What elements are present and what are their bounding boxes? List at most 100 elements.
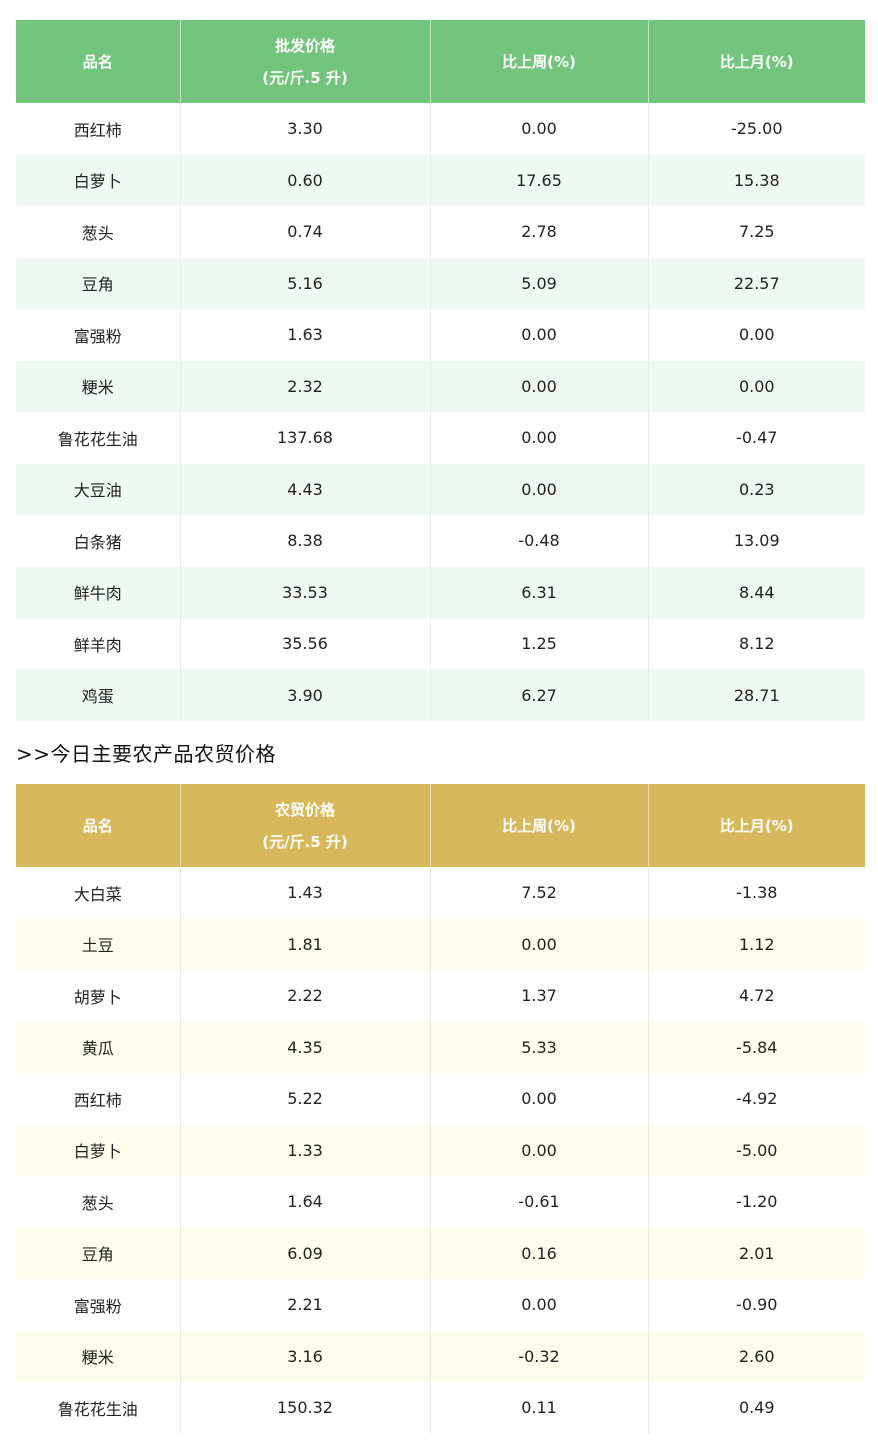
header-week-change: 比上周(%): [429, 784, 648, 867]
cell-month-change: 1.12: [647, 918, 865, 970]
cell-price: 1.63: [179, 309, 430, 361]
cell-month-change: -0.90: [647, 1279, 865, 1331]
cell-week-change: 0.00: [429, 463, 648, 515]
cell-week-change: 0.00: [429, 1279, 648, 1331]
cell-price: 8.38: [179, 515, 430, 567]
cell-month-change: -25.00: [647, 103, 865, 155]
cell-product-name: 白萝卜: [16, 1124, 180, 1176]
header-price-unit: (元/斤.5 升): [262, 832, 348, 851]
cell-month-change: -4.92: [647, 1073, 865, 1125]
table-row: 西红柿 3.30 0.00 -25.00: [16, 103, 865, 155]
cell-product-name: 葱头: [81, 223, 114, 243]
cell-month-change: 0.00: [647, 360, 865, 412]
cell-product-name: 白萝卜: [16, 154, 180, 206]
cell-week-change: 1.25: [429, 618, 648, 670]
retail-price-table: 品名 农贸价格 (元/斤.5 升) 比上周(%) 比上月(%) 大白菜 1.43 7…: [16, 784, 865, 1434]
cell-price: 1.43: [179, 867, 430, 919]
cell-month-change: -5.00: [647, 1124, 865, 1176]
table-row: 鲁花花生油 150.32 0.11 0.49: [16, 1382, 865, 1434]
cell-product-name: 富强粉: [73, 1296, 122, 1316]
cell-product-name: 白条猪: [73, 532, 122, 552]
cell-week-change: -0.32: [429, 1330, 648, 1382]
cell-week-change: 0.00: [429, 918, 648, 970]
cell-product-name: 鲁花花生油: [57, 1399, 138, 1419]
header-price-title: 批发价格: [274, 36, 335, 55]
cell-month-change: -1.20: [647, 1176, 865, 1228]
cell-price: 2.21: [179, 1279, 430, 1331]
retail-price-table-container: 品名 农贸价格 (元/斤.5 升) 比上周(%) 比上月(%) 大白菜 1.43 7…: [16, 784, 865, 1434]
cell-product-name: 大白菜: [73, 884, 122, 904]
cell-product-name: 大豆油: [16, 463, 180, 515]
section-heading: >>今日主要农产品农贸价格: [16, 742, 277, 766]
cell-product-name: 葱头: [81, 1193, 114, 1213]
retail-table-body: 大白菜 1.43 7.52 -1.38 土豆 1.81 0.00 1.12 胡萝卜 2.22 1.3…: [16, 867, 865, 1434]
cell-week-change: 0.00: [429, 360, 648, 412]
wholesale-price-table: 品名 批发价格 (元/斤.5 升) 比上周(%) 比上月(%) 西红柿 3.30 0…: [16, 20, 865, 721]
cell-product-name: 豆角: [16, 257, 180, 309]
table-row: 黄瓜 4.35 5.33 -5.84: [16, 1021, 865, 1073]
cell-price: 2.32: [179, 360, 430, 412]
cell-product-name: 西红柿: [73, 120, 122, 140]
wholesale-table-body: 西红柿 3.30 0.00 -25.00 白萝卜 0.60 17.65 15.38 葱头 0.74…: [16, 103, 865, 721]
cell-price: 3.90: [179, 669, 430, 721]
table-row: 鸡蛋 3.90 6.27 28.71: [16, 669, 865, 721]
cell-month-change: -1.38: [647, 867, 865, 919]
cell-product-name: 鲜牛肉: [16, 566, 180, 618]
header-wholesale-price: 批发价格 (元/斤.5 升): [179, 20, 430, 103]
cell-week-change: 0.00: [429, 309, 648, 361]
cell-month-change: 2.60: [647, 1330, 865, 1382]
table-row: 土豆 1.81 0.00 1.12: [16, 918, 865, 970]
header-price-title: 农贸价格: [274, 800, 335, 819]
cell-product-name: 豆角: [16, 1227, 180, 1279]
cell-product-name: 粳米: [16, 360, 180, 412]
cell-month-change: 0.23: [647, 463, 865, 515]
table-row: 胡萝卜 2.22 1.37 4.72: [16, 970, 865, 1022]
cell-product-name: 鲜羊肉: [73, 635, 122, 655]
table-row: 西红柿 5.22 0.00 -4.92: [16, 1073, 865, 1125]
cell-week-change: 6.31: [429, 566, 648, 618]
table-row: 富强粉 2.21 0.00 -0.90: [16, 1279, 865, 1331]
cell-week-change: 0.00: [429, 1073, 648, 1125]
cell-product-name: 富强粉: [73, 326, 122, 346]
cell-price: 2.22: [179, 970, 430, 1022]
cell-price: 6.09: [179, 1227, 430, 1279]
cell-month-change: 0.49: [647, 1382, 865, 1434]
table-row: 豆角 6.09 0.16 2.01: [16, 1227, 865, 1279]
table-row: 鲜牛肉 33.53 6.31 8.44: [16, 566, 865, 618]
cell-price: 1.33: [179, 1124, 430, 1176]
table-header-row: 品名 批发价格 (元/斤.5 升) 比上周(%) 比上月(%): [16, 20, 865, 103]
cell-price: 3.16: [179, 1330, 430, 1382]
cell-price: 5.22: [179, 1073, 430, 1125]
table-row: 白萝卜 0.60 17.65 15.38: [16, 154, 865, 206]
cell-month-change: 4.72: [647, 970, 865, 1022]
cell-month-change: -0.47: [647, 412, 865, 464]
table-row: 粳米 2.32 0.00 0.00: [16, 360, 865, 412]
cell-week-change: 0.00: [429, 103, 648, 155]
cell-week-change: 6.27: [429, 669, 648, 721]
table-row: 大豆油 4.43 0.00 0.23: [16, 463, 865, 515]
table-row: 鲜羊肉 35.56 1.25 8.12: [16, 618, 865, 670]
cell-product-name: 黄瓜: [16, 1021, 180, 1073]
cell-month-change: 15.38: [647, 154, 865, 206]
cell-week-change: -0.48: [429, 515, 648, 567]
cell-month-change: 7.25: [647, 206, 865, 258]
table-row: 鲁花花生油 137.68 0.00 -0.47: [16, 412, 865, 464]
cell-week-change: 5.33: [429, 1021, 648, 1073]
cell-week-change: 1.37: [429, 970, 648, 1022]
cell-week-change: 0.11: [429, 1382, 648, 1434]
cell-month-change: 8.44: [647, 566, 865, 618]
cell-week-change: 0.16: [429, 1227, 648, 1279]
header-retail-price: 农贸价格 (元/斤.5 升): [179, 784, 430, 867]
cell-week-change: 17.65: [429, 154, 648, 206]
cell-month-change: 22.57: [647, 257, 865, 309]
cell-month-change: 0.00: [647, 309, 865, 361]
wholesale-price-table-container: 品名 批发价格 (元/斤.5 升) 比上周(%) 比上月(%) 西红柿 3.30 0…: [16, 20, 865, 721]
table-row: 白条猪 8.38 -0.48 13.09: [16, 515, 865, 567]
cell-month-change: 2.01: [647, 1227, 865, 1279]
cell-price: 4.43: [179, 463, 430, 515]
header-price-unit: (元/斤.5 升): [262, 68, 348, 87]
cell-price: 4.35: [179, 1021, 430, 1073]
cell-price: 1.64: [179, 1176, 430, 1228]
cell-price: 0.74: [179, 206, 430, 258]
table-row: 豆角 5.16 5.09 22.57: [16, 257, 865, 309]
